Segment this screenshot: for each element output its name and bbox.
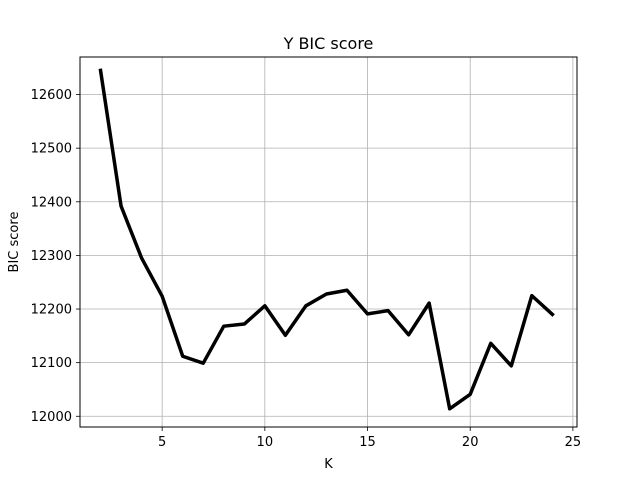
y-tick-label: 12600 — [31, 88, 72, 103]
y-tick-label: 12000 — [31, 410, 72, 425]
y-tick-label: 12400 — [31, 195, 72, 210]
y-tick-label: 12200 — [31, 303, 72, 318]
series-layer — [98, 68, 555, 411]
x-tick-label: 20 — [462, 435, 479, 450]
x-tick-label: 25 — [565, 435, 582, 450]
series-line — [98, 68, 555, 411]
y-tick-label: 12300 — [31, 249, 72, 264]
y-axis-label: BIC score — [7, 212, 22, 273]
chart-title: Y BIC score — [283, 34, 374, 53]
x-axis-label: K — [324, 457, 333, 472]
y-tick-label: 12100 — [31, 356, 72, 371]
x-tick-label: 10 — [257, 435, 274, 450]
x-tick-label: 15 — [359, 435, 376, 450]
y-tick-label: 12500 — [31, 142, 72, 157]
grid — [80, 57, 577, 427]
ticks: 5 10 15 20 25 12000 12100 12200 12300 12400 12500 1… — [31, 88, 582, 450]
x-tick-label: 5 — [158, 435, 166, 450]
plot-frame — [79, 56, 578, 428]
